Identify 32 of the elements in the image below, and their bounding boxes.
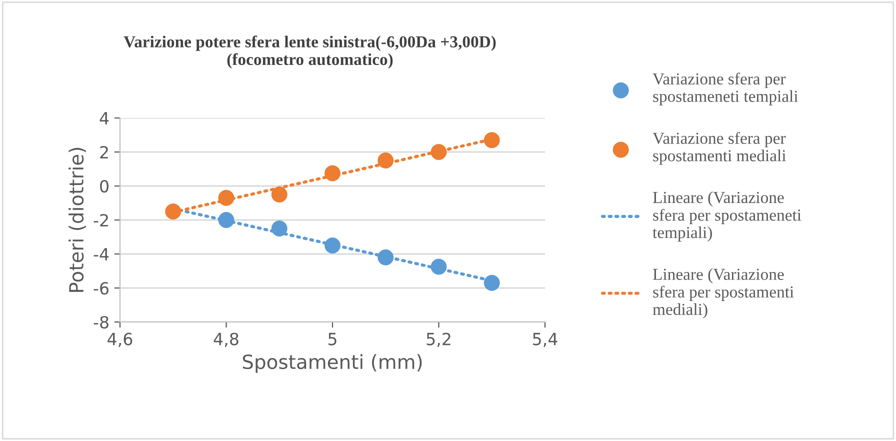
point (484, 132, 500, 148)
point (165, 204, 182, 220)
point (430, 144, 447, 160)
point (484, 274, 500, 291)
point (218, 190, 234, 206)
x-tick-label: 5,2 (426, 332, 450, 348)
y-tick-label: 0 (100, 180, 108, 193)
x-tick-label: 5,4 (533, 332, 558, 348)
y-tick-label: 2 (100, 146, 108, 158)
y-tick-label: -8 (94, 316, 108, 329)
legend-label: Lineare (Variazione sfera per spostameneti tempiali) (652, 191, 802, 242)
y-tick-label: 4 (100, 112, 109, 124)
y-tick-label: -2 (94, 214, 108, 226)
point (324, 238, 340, 254)
legend-label: Variazione sfera per spostameneti tempiali (652, 72, 798, 106)
y-axis-title: Poteri (diottrie) (68, 148, 86, 292)
x-tick-label: 4,6 (108, 332, 132, 348)
point (430, 258, 447, 275)
point (378, 249, 394, 266)
chart-title: Varizione potere sfera lente sinistra(-6,00Da +3,00D) (focometro automatico) (124, 36, 496, 68)
point (218, 212, 234, 228)
x-axis-title: Spostamenti (mm) (242, 354, 422, 373)
point (324, 165, 340, 182)
point (271, 186, 288, 202)
x-tick-label: 4,8 (214, 332, 238, 348)
legend-label: Variazione sfera per spostamenti mediali (652, 132, 786, 165)
y-tick-label: -6 (94, 282, 109, 295)
legend-label: Lineare (Variazione sfera per spostamenti mediali) (652, 268, 794, 318)
point (378, 152, 394, 168)
y-tick-label: -4 (94, 248, 109, 260)
point (271, 220, 288, 236)
x-tick-label: 5 (328, 332, 336, 346)
